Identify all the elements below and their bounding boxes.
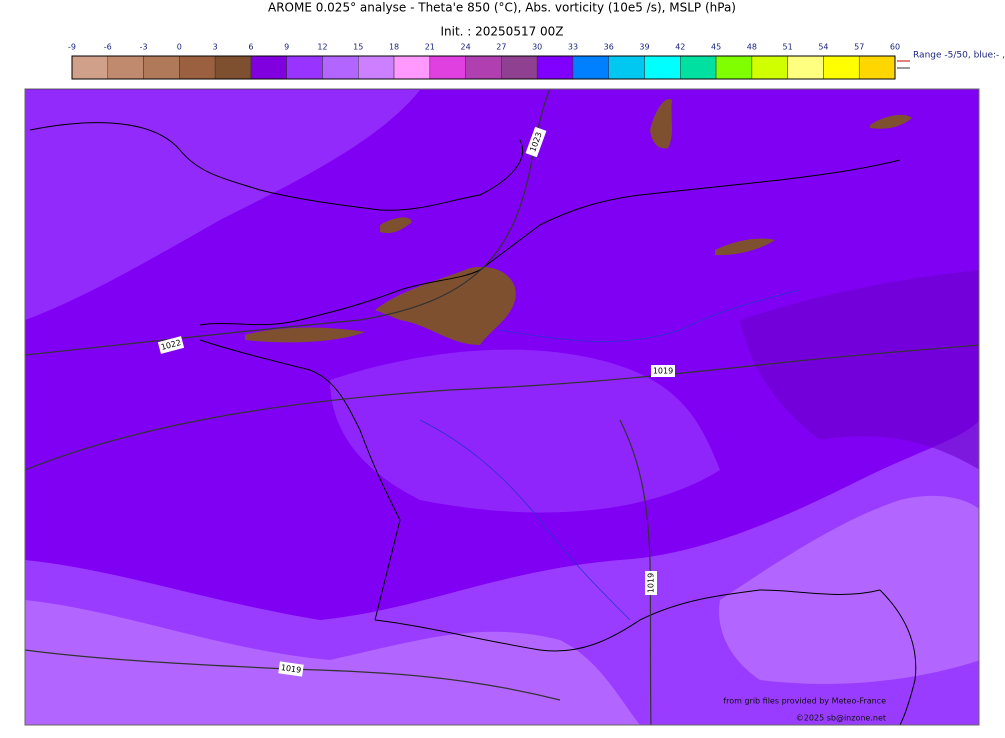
colorbar: -9 -6 -3 0 3 6 9 12 15 18 21 24 27 30 33 36 39 42 45 48 51 54… [68, 43, 900, 80]
colorbar-tick-label: 51 [783, 43, 793, 52]
theta-zone [740, 270, 979, 470]
colorbar-cell [608, 55, 645, 80]
colorbar-tick-label: 9 [284, 43, 289, 52]
colorbar-cell [572, 55, 609, 80]
isobar-label: 1019 [651, 365, 675, 377]
colorbar-cell [358, 55, 395, 80]
colorbar-tick-label: 57 [854, 43, 864, 52]
theta-zone [719, 495, 979, 684]
colorbar-tick-label: -9 [68, 43, 76, 52]
colorbar-cell [393, 55, 431, 80]
colorbar-cell [680, 55, 717, 80]
colorbar-tick-label: 3 [213, 43, 218, 52]
colorbar-frame [71, 55, 896, 80]
colorbar-cell [823, 55, 860, 80]
isobar-label-box [525, 126, 547, 158]
isobar-label: 1019 [278, 661, 304, 677]
map [24, 88, 980, 726]
brown-patch [715, 238, 775, 256]
colorbar-tick-label: 12 [317, 43, 327, 52]
isobar-label-box [651, 365, 675, 377]
legend-note: Range -5/50, blue:- , r [913, 51, 1005, 61]
colorbar-tick-label: 39 [639, 43, 649, 52]
theta-zone [330, 349, 720, 513]
colorbar-tick-label: -6 [104, 43, 112, 52]
colorbar-cell [787, 55, 824, 80]
isobar-label-box [645, 571, 657, 595]
colorbar-tick-label: 36 [604, 43, 614, 52]
map-title: AROME 0.025° analyse - Theta'e 850 (°C),… [268, 1, 736, 15]
init-time: Init. : 20250517 00Z [440, 25, 563, 39]
colorbar-tick-label: -3 [140, 43, 148, 52]
isobar-label: 1022 [157, 336, 185, 354]
colorbar-cell [71, 55, 109, 80]
isobar-label: 1023 [525, 126, 547, 158]
colorbar-tick-label: 24 [461, 43, 471, 52]
colorbar-cell [143, 55, 180, 80]
brown-patch [380, 217, 412, 234]
brown-patch [650, 99, 672, 149]
colorbar-tick-label: 21 [425, 43, 435, 52]
isobar-label-text: 1019 [647, 573, 656, 593]
colorbar-tick-label: 48 [747, 43, 757, 52]
isobar-label-box [157, 336, 185, 354]
colorbar-tick-label: 0 [177, 43, 182, 52]
colorbar-cell [214, 55, 252, 80]
colorbar-cell [107, 55, 144, 80]
colorbar-cell [250, 55, 287, 80]
colorbar-cell [465, 55, 502, 80]
colorbar-tick-label: 42 [675, 43, 685, 52]
colorbar-cell [858, 55, 896, 80]
brown-patch [245, 327, 365, 343]
colorbar-tick-label: 18 [389, 43, 399, 52]
colorbar-tick-label: 30 [532, 43, 542, 52]
colorbar-cell [751, 55, 788, 80]
colorbar-tick-label: 6 [248, 43, 253, 52]
colorbar-tick-label: 27 [496, 43, 506, 52]
isobar-label-text: 1019 [653, 367, 673, 376]
isobar-label: 1019 [645, 571, 657, 595]
colorbar-cell [536, 55, 574, 80]
isobar-label-text: 1019 [280, 663, 301, 675]
colorbar-cell [715, 55, 753, 80]
colorbar-cell [179, 55, 216, 80]
rivers [419, 289, 801, 621]
brown-patch [375, 266, 516, 345]
colorbar-cell [501, 55, 538, 80]
credit-text: ©2025 sb@inzone.net [796, 714, 886, 723]
theta-zone [25, 90, 420, 320]
colorbar-cell [429, 55, 466, 80]
coastlines [29, 122, 917, 725]
theta-zone [25, 600, 640, 725]
colorbar-tick-label: 54 [818, 43, 828, 52]
colorbar-tick-label: 60 [890, 43, 900, 52]
colorbar-cell [286, 55, 323, 80]
brown-patch [870, 114, 912, 129]
isobar-label-box [278, 661, 304, 677]
colorbar-tick-label: 45 [711, 43, 721, 52]
credit-text: from grib files provided by Meteo-France [723, 697, 886, 706]
map-frame [24, 88, 980, 726]
colorbar-tick-label: 15 [353, 43, 363, 52]
colorbar-cell [644, 55, 681, 80]
colorbar-tick-label: 33 [568, 43, 578, 52]
colorbar-cell [322, 55, 359, 80]
